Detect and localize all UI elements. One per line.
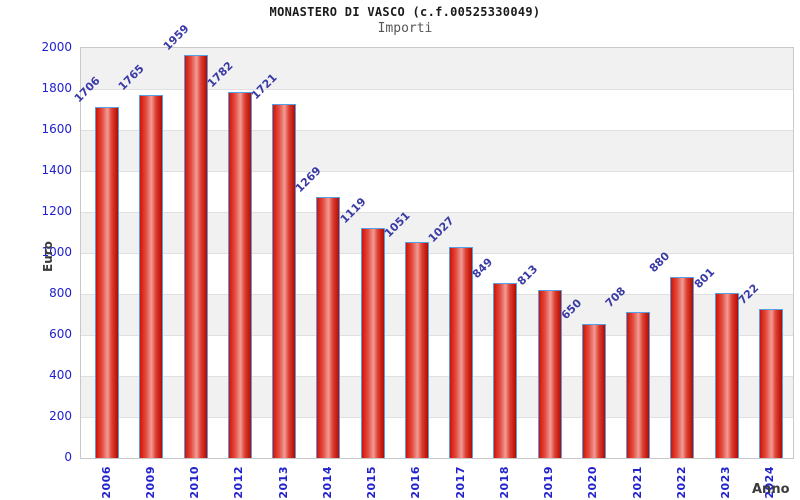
bar-2024: 722 <box>736 282 783 458</box>
bar-2006: 1706 <box>72 74 120 458</box>
bar-slot: 813 <box>514 48 572 458</box>
x-tick-slot: 2006 <box>84 466 128 499</box>
y-tick-label: 0 <box>64 450 72 464</box>
bar-slot: 1269 <box>293 48 350 458</box>
x-tick-slot: 2012 <box>217 466 261 499</box>
bar-2014: 1269 <box>293 164 341 458</box>
bar-2015: 1119 <box>337 195 385 458</box>
bar-slot: 1051 <box>382 48 439 458</box>
x-tick-slot: 2013 <box>261 466 305 499</box>
x-tick-slot: 2010 <box>173 466 217 499</box>
bar-slot: 880 <box>647 48 704 458</box>
x-tick-label: 2015 <box>365 466 379 499</box>
y-tick-label: 1800 <box>41 81 72 95</box>
bar-slot: 1765 <box>116 48 173 458</box>
bar-2009: 1765 <box>116 62 164 458</box>
bars-container: 1706 1765 1959 1782 1721 1269 1119 1051 1027 849 8… <box>72 23 793 458</box>
bar-slot: 650 <box>559 48 616 458</box>
y-tick-label: 1600 <box>41 122 72 136</box>
y-axis-title: Euro <box>41 241 55 272</box>
gridline <box>81 130 793 131</box>
plot-area: 1706 1765 1959 1782 1721 1269 1119 1051 1027 849 8… <box>72 23 794 459</box>
x-tick-label: 2014 <box>320 466 334 499</box>
bar-value-label: 1706 <box>71 74 103 106</box>
y-tick-label: 1400 <box>41 163 72 177</box>
bar-slot: 1782 <box>205 48 262 458</box>
x-tick-label: 2019 <box>542 466 556 499</box>
x-axis-ticks: 2006 2009 2010 2012 2013 2014 2015 2016 2017 2018… <box>80 466 792 499</box>
gridline <box>81 335 793 336</box>
bar-slot: 1119 <box>337 48 395 458</box>
x-tick-slot: 2016 <box>394 466 438 499</box>
gridline <box>81 417 793 418</box>
x-tick-label: 2018 <box>497 466 511 499</box>
x-tick-slot: 2022 <box>659 466 703 499</box>
y-tick-label: 600 <box>49 327 72 341</box>
x-tick-label: 2021 <box>630 466 644 499</box>
chart-title: MONASTERO DI VASCO (c.f.00525330049) <box>269 5 541 19</box>
gridline <box>81 376 793 377</box>
x-tick-slot: 2009 <box>128 466 172 499</box>
x-tick-label: 2020 <box>586 466 600 499</box>
x-tick-slot: 2018 <box>482 466 526 499</box>
x-tick-slot: 2023 <box>704 466 748 499</box>
bar-2013: 1721 <box>249 71 297 458</box>
y-tick-label: 1200 <box>41 204 72 218</box>
x-axis-title: Anno <box>752 482 790 497</box>
x-tick-slot: 2020 <box>571 466 615 499</box>
bar-slot: 708 <box>603 48 660 458</box>
bar-slot: 801 <box>691 48 749 458</box>
bar-2022: 880 <box>647 249 695 458</box>
bar-2012: 1782 <box>205 59 252 458</box>
bar-slot: 1706 <box>72 48 129 458</box>
y-tick-label: 800 <box>49 286 72 300</box>
gridline <box>81 212 793 213</box>
y-axis-ticks: 0 200 400 600 800 1000 1200 1400 1600 1800 2000 <box>0 40 72 464</box>
y-tick-label: 1000 <box>41 245 72 259</box>
gridline <box>81 89 793 90</box>
bar-slot: 849 <box>470 48 527 458</box>
x-tick-label: 2010 <box>188 466 202 499</box>
gridline <box>81 294 793 295</box>
bar-2018: 849 <box>470 256 518 458</box>
gridline <box>81 171 793 172</box>
x-tick-label: 2009 <box>143 466 157 499</box>
bar-2017: 1027 <box>426 214 474 458</box>
x-tick-slot: 2021 <box>615 466 659 499</box>
x-tick-label: 2013 <box>276 466 290 499</box>
y-tick-label: 400 <box>49 368 72 382</box>
x-tick-slot: 2014 <box>305 466 349 499</box>
x-tick-label: 2017 <box>453 466 467 499</box>
x-tick-slot: 2017 <box>438 466 482 499</box>
bar-slot: 1959 <box>160 23 218 458</box>
bar-2010: 1959 <box>160 23 208 458</box>
bar-slot: 1027 <box>426 48 483 458</box>
y-tick-label: 2000 <box>41 40 72 54</box>
x-tick-slot: 2015 <box>350 466 394 499</box>
chart-subtitle: Importi <box>377 21 433 36</box>
bar-2020: 650 <box>559 296 606 458</box>
x-tick-label: 2012 <box>232 466 246 499</box>
x-tick-label: 2023 <box>719 466 733 499</box>
x-tick-label: 2006 <box>99 466 113 499</box>
y-tick-label: 200 <box>49 409 72 423</box>
x-tick-label: 2022 <box>674 466 688 499</box>
x-tick-label: 2016 <box>409 466 423 499</box>
bar-2016: 1051 <box>382 209 429 458</box>
bar-2023: 801 <box>691 265 739 458</box>
bar-slot: 722 <box>736 48 793 458</box>
gridline <box>81 253 793 254</box>
bar-2021: 708 <box>603 284 651 458</box>
x-tick-slot: 2019 <box>527 466 571 499</box>
bar-slot: 1721 <box>249 48 306 458</box>
bar-2019: 813 <box>514 263 562 458</box>
